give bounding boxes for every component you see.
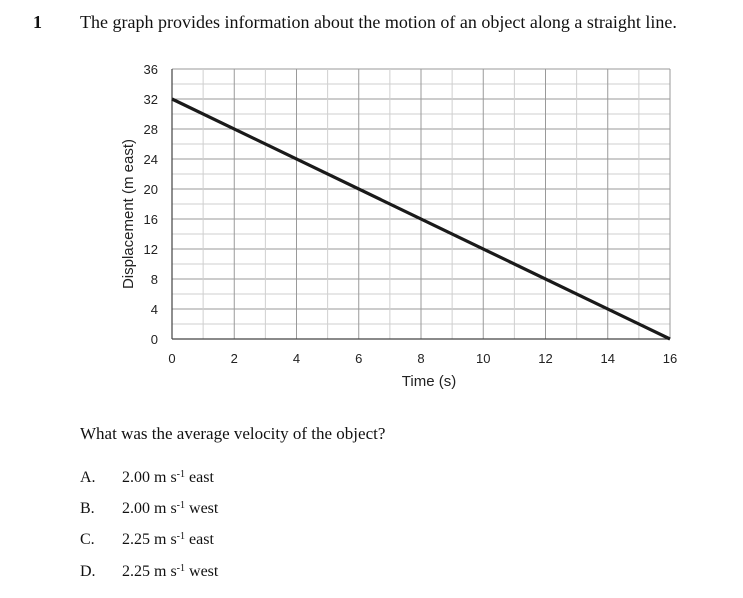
option-value: 2.25 [122,531,150,548]
option-unit: m s [154,469,177,486]
y-tick-label: 32 [144,92,158,107]
option-a[interactable]: A. 2.00 m s -1 east [80,469,214,487]
option-value: 2.25 [122,563,150,580]
question-number: 1 [33,12,42,32]
option-letter: A. [80,469,96,486]
chart-grid [171,68,671,340]
x-tick-label: 6 [355,351,362,366]
option-exponent: -1 [176,500,186,511]
option-letter: C. [80,531,95,548]
option-direction: east [189,469,214,486]
option-exponent: -1 [176,469,186,480]
option-c[interactable]: C. 2.25 m s -1 east [80,531,214,549]
x-tick-label: 10 [476,351,490,366]
x-tick-label: 16 [663,351,677,366]
option-exponent: -1 [176,531,186,542]
option-letter: D. [80,563,96,580]
y-tick-label: 24 [144,152,158,167]
x-tick-label: 14 [601,351,615,366]
y-tick-label: 12 [144,242,158,257]
option-exponent: -1 [176,563,186,574]
option-d[interactable]: D. 2.25 m s -1 west [80,563,218,581]
option-unit: m s [154,500,177,517]
x-axis-label: Time (s) [402,373,456,390]
option-value: 2.00 [122,500,150,517]
option-value: 2.00 [122,469,150,486]
option-unit: m s [154,531,177,548]
x-tick-label: 4 [293,351,300,366]
x-tick-label: 8 [417,351,424,366]
y-tick-label: 16 [144,212,158,227]
series-line [171,97,671,341]
x-tick-label: 2 [231,351,238,366]
option-letter: B. [80,500,95,517]
option-b[interactable]: B. 2.00 m s -1 west [80,500,218,518]
y-tick-label: 36 [144,62,158,77]
option-direction: east [189,531,214,548]
question-prompt: What was the average velocity of the obj… [80,424,386,443]
chart-series [171,97,671,341]
option-direction: west [189,500,219,517]
y-tick-label: 0 [151,332,158,347]
option-unit: m s [154,563,177,580]
question-stem: The graph provides information about the… [80,12,677,32]
option-direction: west [189,563,219,580]
y-axis-label: Displacement (m east) [120,139,137,289]
x-tick-label: 12 [538,351,552,366]
y-tick-label: 20 [144,182,158,197]
y-tick-label: 28 [144,122,158,137]
x-tick-label: 0 [168,351,175,366]
y-tick-label: 8 [151,272,158,287]
y-tick-label: 4 [151,302,158,317]
